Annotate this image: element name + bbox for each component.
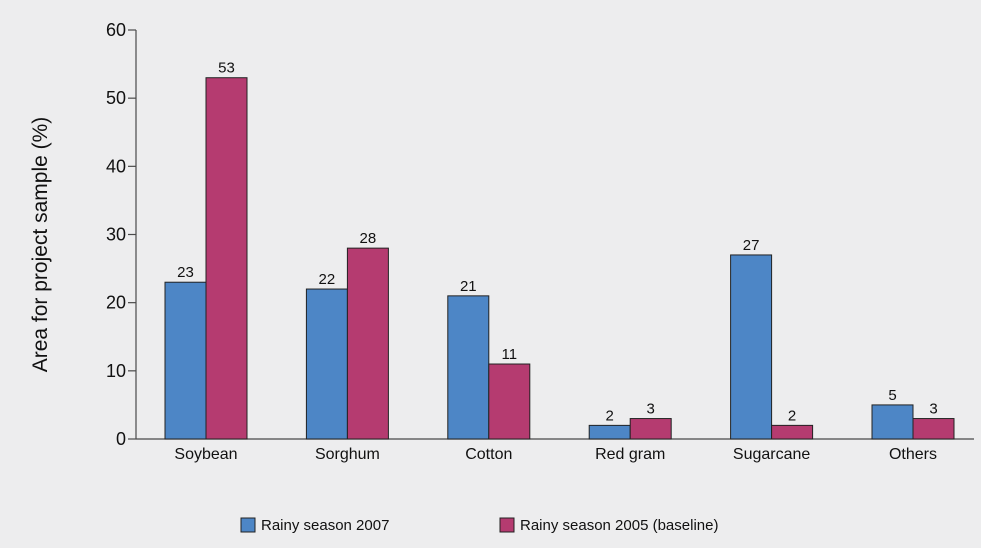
- legend-label: Rainy season 2007: [261, 517, 389, 534]
- x-tick-label: Cotton: [465, 446, 512, 463]
- bars: [164, 77, 955, 440]
- legend: Rainy season 2007 Rainy season 2005 (base…: [240, 517, 718, 534]
- x-tick-label: Soybean: [174, 446, 237, 463]
- data-label: 23: [177, 264, 194, 281]
- data-label: 27: [743, 237, 760, 254]
- y-tick-label: 30: [106, 225, 126, 245]
- x-tick-label: Sugarcane: [733, 446, 810, 463]
- bar-sugarcane-series-1: [730, 254, 773, 440]
- y-tick-label: 40: [106, 156, 126, 176]
- legend-swatch: [499, 517, 515, 533]
- data-label: 53: [218, 60, 235, 77]
- legend-swatch: [240, 517, 256, 533]
- data-label: 3: [647, 401, 655, 418]
- y-tick-label: 20: [106, 293, 126, 313]
- x-tick-label: Red gram: [595, 446, 665, 463]
- y-axis: 0 10 20 30 40 50 60: [106, 20, 137, 449]
- data-label: 28: [360, 230, 377, 247]
- bar-soybean-series-1: [164, 281, 207, 440]
- bar-cotton-series-1: [447, 295, 490, 440]
- data-label: 5: [888, 387, 896, 404]
- y-tick-label: 0: [116, 429, 126, 449]
- y-tick-label: 50: [106, 88, 126, 108]
- bar-red-gram-series-1: [588, 424, 631, 440]
- bar-cotton-series-2: [488, 363, 531, 440]
- y-axis-label: Area for project sample (%): [29, 117, 52, 373]
- bar-sorghum-series-2: [346, 247, 389, 440]
- data-label: 3: [929, 401, 937, 418]
- y-tick-label: 60: [106, 20, 126, 40]
- data-label: 22: [319, 271, 336, 288]
- bar-others-series-1: [871, 404, 914, 440]
- x-axis: Soybean Sorghum Cotton Red gram Sugarcane Oth…: [136, 438, 974, 463]
- data-label: 11: [502, 346, 518, 363]
- data-label: 2: [606, 407, 614, 424]
- x-tick-label: Sorghum: [315, 446, 380, 463]
- data-label: 21: [460, 278, 477, 295]
- bar-others-series-2: [912, 418, 955, 440]
- bar-sugarcane-series-2: [771, 424, 814, 440]
- x-tick-label: Others: [889, 446, 937, 463]
- bar-red-gram-series-2: [629, 418, 672, 440]
- bar-soybean-series-2: [205, 77, 248, 440]
- y-tick-label: 10: [106, 361, 126, 381]
- bar-sorghum-series-1: [305, 288, 348, 440]
- legend-label: Rainy season 2005 (baseline): [520, 517, 718, 534]
- data-label: 2: [788, 407, 796, 424]
